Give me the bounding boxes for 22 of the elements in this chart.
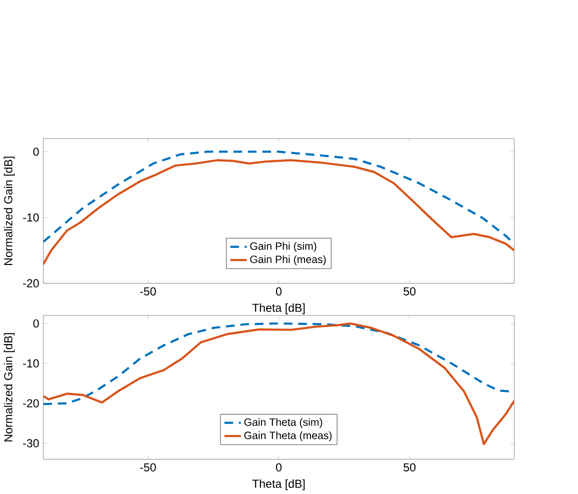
legend-label: Gain Theta (meas)	[244, 431, 332, 442]
y-axis-title: Normalized Gain [dB]	[4, 333, 15, 442]
y-tick-label: 0	[33, 148, 39, 156]
x-tick-label: -50	[140, 287, 156, 296]
x-tick-label: -50	[140, 463, 156, 472]
y-tick-label: -10	[23, 359, 39, 368]
x-axis-title: Theta [dB]	[252, 303, 305, 314]
y-tick-label: -20	[23, 279, 39, 288]
y-tick-label: -10	[23, 213, 39, 222]
x-tick-label: 0	[276, 287, 282, 296]
y-axis-title: Normalized Gain [dB]	[4, 156, 15, 265]
x-tick-label: 50	[404, 287, 416, 296]
x-axis-title: Theta [dB]	[252, 479, 305, 490]
y-tick-label: -30	[23, 439, 39, 448]
legend-label: Gain Theta (sim)	[244, 418, 322, 428]
legend-label: Gain Phi (sim)	[250, 242, 316, 252]
x-tick-label: 50	[404, 463, 416, 472]
line-series	[43, 159, 514, 266]
y-tick-label: -20	[23, 399, 39, 408]
x-tick-label: 0	[276, 463, 282, 472]
legend-label: Gain Phi (meas)	[250, 255, 326, 266]
y-tick-label: 0	[33, 319, 39, 328]
